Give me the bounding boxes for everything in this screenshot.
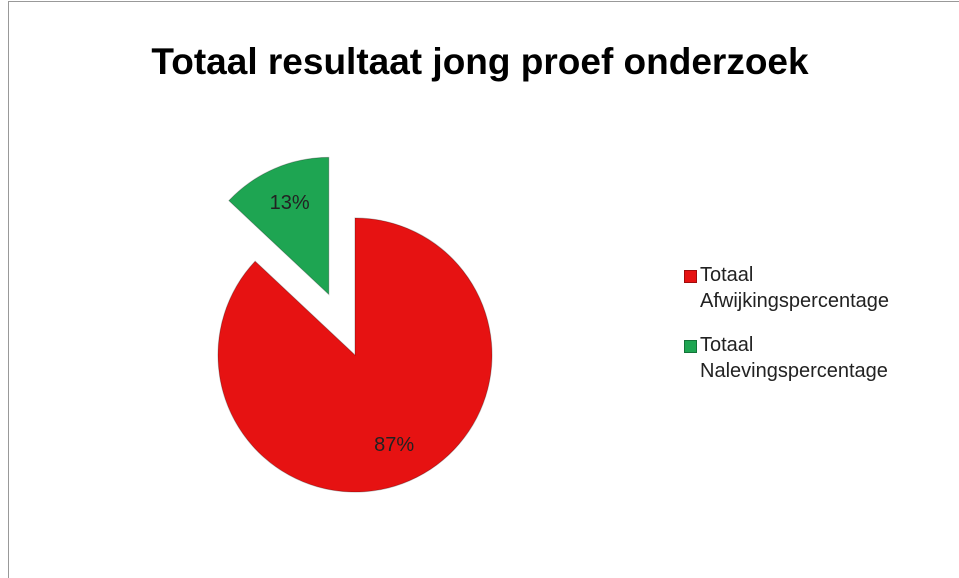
legend-item: Totaal Nalevingspercentage: [684, 332, 944, 384]
pie-slice: [217, 217, 493, 493]
data-label: 87%: [374, 434, 414, 456]
legend-swatch: [684, 340, 697, 353]
legend-label: Totaal Afwijkingspercentage: [700, 264, 889, 312]
frame: [8, 1, 959, 578]
legend-label: Totaal Nalevingspercentage: [700, 334, 888, 382]
chart-title: Totaal resultaat jong proef onderzoek: [151, 41, 809, 82]
legend-item: Totaal Afwijkingspercentage: [684, 262, 944, 314]
pie-slice: [228, 156, 330, 296]
legend-swatch: [684, 270, 697, 283]
data-label: 13%: [270, 192, 310, 214]
